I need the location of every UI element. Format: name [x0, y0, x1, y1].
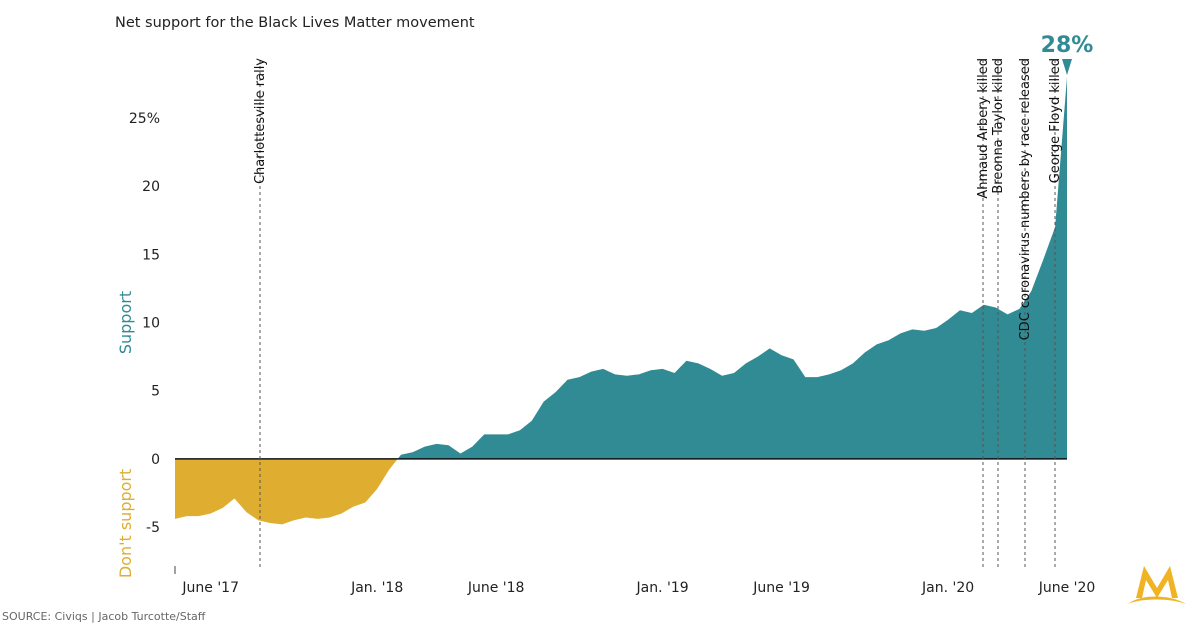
y-tick-label: 20: [142, 179, 160, 195]
x-tick-label: Jan. '19: [636, 580, 689, 596]
area: [175, 77, 1067, 525]
event-label: Breonna Taylor killed: [991, 58, 1006, 194]
event-label: Charlottesville rally: [253, 58, 268, 184]
value-marker: [1062, 59, 1072, 76]
y-axis-label: Don't support: [116, 469, 135, 578]
x-tick-label: June '19: [752, 580, 810, 596]
y-axis-label: Support: [116, 291, 135, 354]
value-label: 28%: [1041, 33, 1094, 58]
source: SOURCE: Civiqs | Jacob Turcotte/Staff: [2, 610, 206, 623]
x-tick-label: June '18: [467, 580, 525, 596]
y-tick-label: 5: [151, 384, 160, 400]
chart-title: Net support for the Black Lives Matter m…: [115, 15, 475, 31]
x-tick-label: June '17: [181, 580, 239, 596]
y-tick-label: -5: [146, 520, 160, 536]
event-label: CDC coronavirus numbers by race released: [1018, 58, 1033, 340]
y-tick-label: 25%: [129, 111, 160, 127]
logo: [1128, 566, 1186, 604]
y-tick-label: 15: [142, 247, 160, 263]
event-label: Ahmaud Arbery killed: [976, 58, 991, 199]
x-tick-label: Jan. '18: [350, 580, 403, 596]
event-label: George Floyd killed: [1048, 58, 1063, 183]
y-tick-label: 0: [151, 452, 160, 468]
x-tick-label: June '20: [1038, 580, 1096, 596]
y-tick-label: 10: [142, 316, 160, 332]
x-tick-label: Jan. '20: [921, 580, 974, 596]
